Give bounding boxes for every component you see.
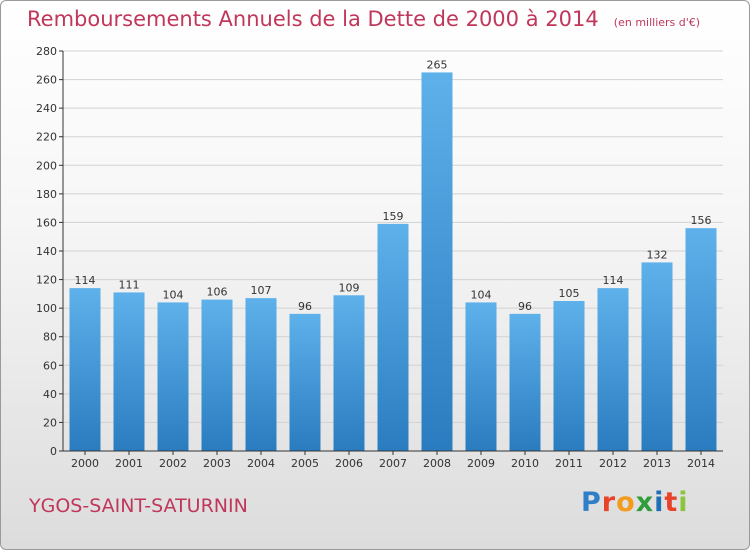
bar-2004: [245, 298, 277, 451]
logo-letter: P: [581, 487, 602, 518]
y-tick-label: 240: [36, 102, 57, 115]
proxiti-logo[interactable]: Proxiti: [581, 487, 689, 518]
bar-value-label: 96: [298, 300, 312, 313]
bar-value-label: 114: [603, 274, 624, 287]
x-tick-label: 2008: [423, 457, 451, 470]
bar-value-label: 111: [119, 278, 140, 291]
y-tick-label: 160: [36, 216, 57, 229]
bar-2010: [509, 313, 541, 451]
logo-letter: x: [635, 487, 655, 518]
logo-letter: i: [678, 487, 689, 518]
bar-value-label: 105: [559, 287, 580, 300]
bar-layer: 114 111 104 106 107 96 109 159 265 104 96 105 114 132…: [69, 58, 717, 451]
chart-title: Remboursements Annuels de la Dette de 20…: [27, 7, 599, 31]
x-tick-label: 2000: [71, 457, 99, 470]
bar-2002: [157, 302, 189, 451]
x-tick-label: 2011: [555, 457, 583, 470]
y-tick-label: 0: [50, 445, 57, 458]
bar-value-label: 114: [75, 274, 96, 287]
x-tick-label: 2004: [247, 457, 275, 470]
y-tick-label: 220: [36, 131, 57, 144]
x-tick-label: 2006: [335, 457, 363, 470]
x-tick-label: 2002: [159, 457, 187, 470]
bar-2008: [421, 72, 453, 451]
x-tick-label: 2012: [599, 457, 627, 470]
bar-value-label: 132: [647, 248, 668, 261]
y-tick-label: 40: [43, 388, 57, 401]
x-tick-label: 2003: [203, 457, 231, 470]
bar-value-label: 265: [427, 58, 448, 71]
bar-2006: [333, 295, 365, 451]
bar-value-label: 107: [251, 284, 272, 297]
bar-2000: [69, 288, 101, 451]
title-row: Remboursements Annuels de la Dette de 20…: [27, 7, 700, 31]
bar-value-label: 156: [691, 214, 712, 227]
y-tick-label: 20: [43, 416, 57, 429]
bar-2014: [685, 228, 717, 451]
bar-2003: [201, 299, 233, 451]
chart-subtitle: (en milliers d'€): [613, 16, 701, 29]
y-tick-label: 140: [36, 245, 57, 258]
x-tick-label: 2013: [643, 457, 671, 470]
x-tick-label: 2009: [467, 457, 495, 470]
bar-2012: [597, 288, 629, 451]
bar-value-label: 104: [163, 288, 184, 301]
x-tick-label: 2014: [687, 457, 715, 470]
y-tick-label: 100: [36, 302, 57, 315]
bar-2001: [113, 292, 145, 451]
x-tick-label: 2005: [291, 457, 319, 470]
logo-letter: i: [654, 487, 665, 518]
commune-name: YGOS-SAINT-SATURNIN: [29, 495, 248, 517]
bar-2007: [377, 223, 409, 451]
logo-letter: t: [664, 487, 679, 518]
y-tick-label: 180: [36, 188, 57, 201]
logo-letter: r: [601, 487, 617, 518]
x-tick-label: 2001: [115, 457, 143, 470]
y-tick-label: 60: [43, 359, 57, 372]
bar-value-label: 106: [207, 286, 228, 299]
bar-value-label: 109: [339, 281, 360, 294]
bar-value-label: 96: [518, 300, 532, 313]
x-tick-label: 2007: [379, 457, 407, 470]
axis-layer: 0 20 40 60 80 100 120 140 160 180 200 220 240 260 280 2…: [36, 45, 723, 470]
bar-2013: [641, 262, 673, 451]
bar-value-label: 159: [383, 210, 404, 223]
y-tick-label: 120: [36, 274, 57, 287]
logo-letter: o: [616, 487, 636, 518]
bar-2009: [465, 302, 497, 451]
bar-2011: [553, 301, 585, 451]
bar-2005: [289, 313, 321, 451]
x-tick-label: 2010: [511, 457, 539, 470]
y-tick-label: 260: [36, 74, 57, 87]
y-tick-label: 280: [36, 45, 57, 58]
bar-value-label: 104: [471, 288, 492, 301]
y-tick-label: 80: [43, 331, 57, 344]
y-tick-label: 200: [36, 159, 57, 172]
